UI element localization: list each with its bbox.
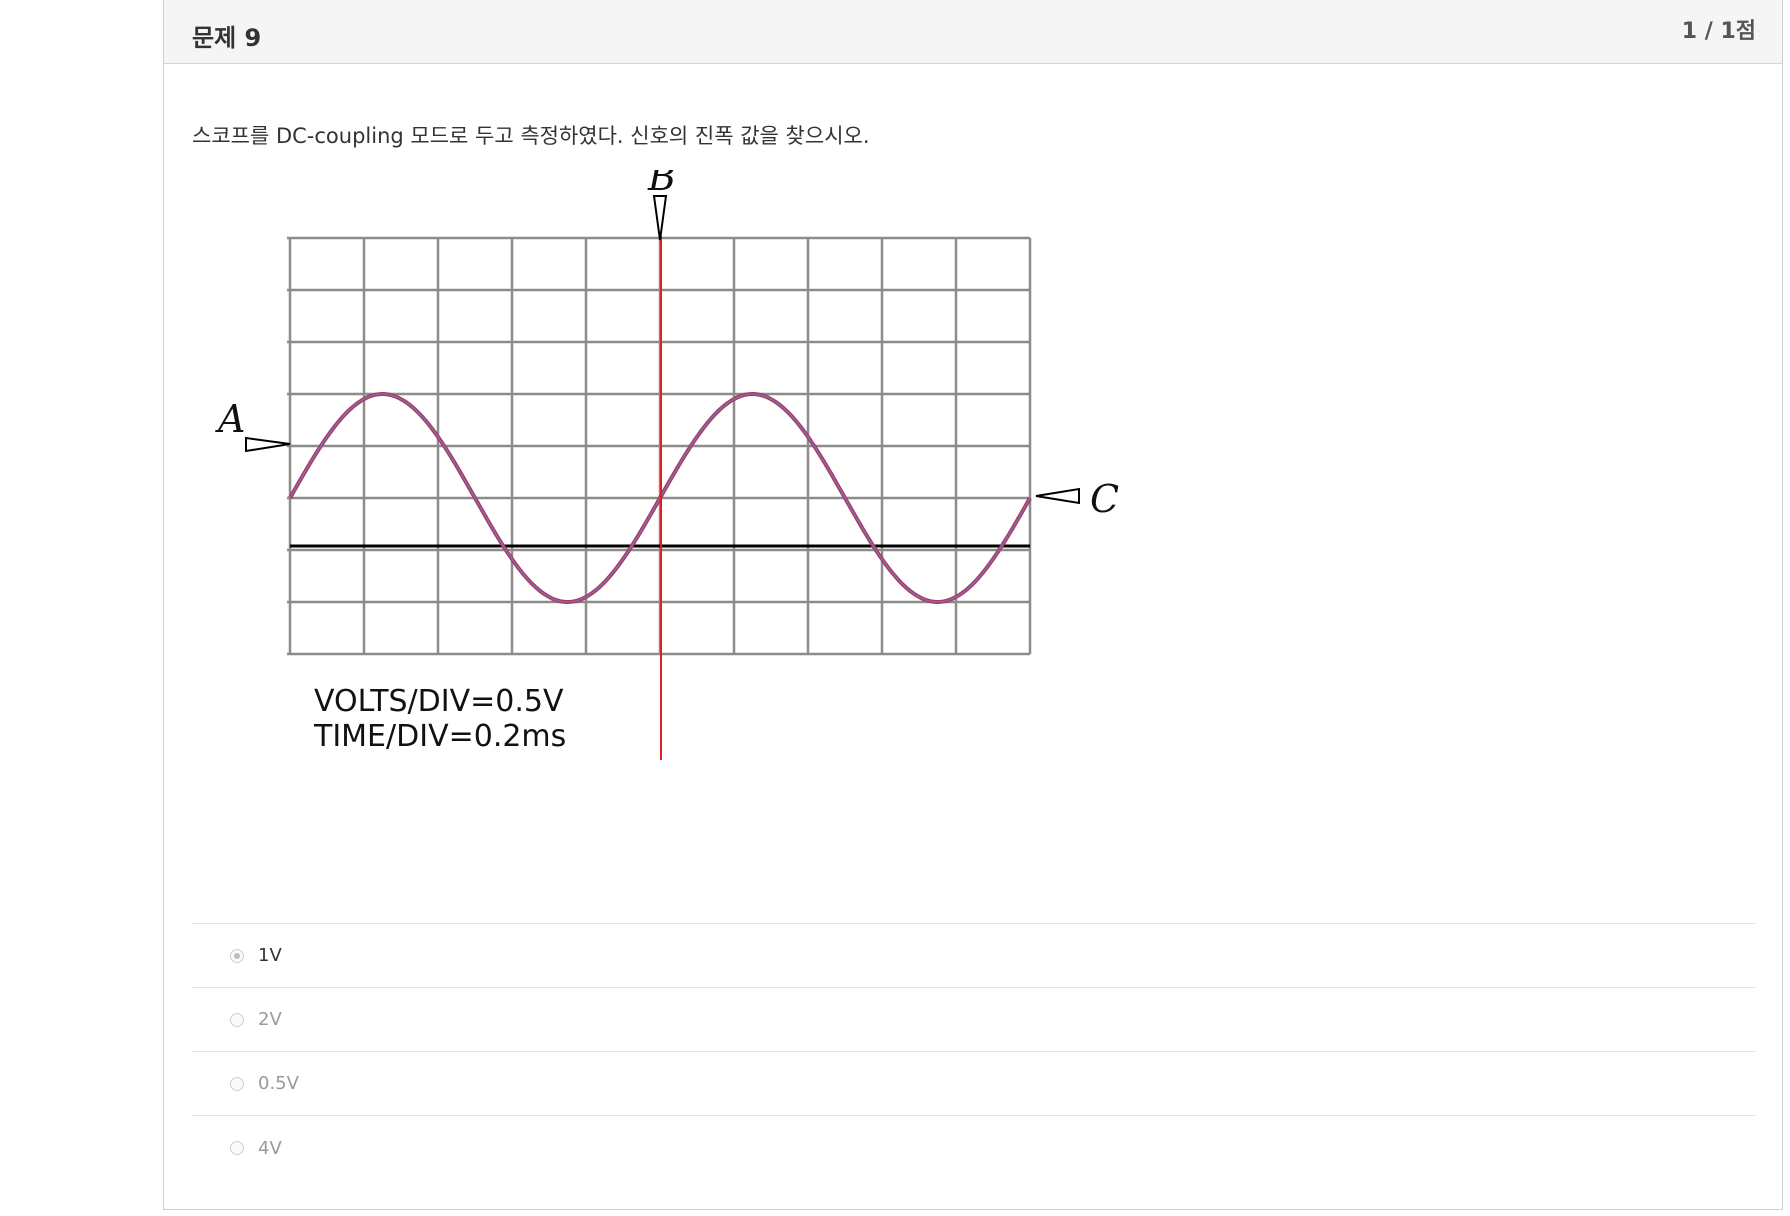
answer-option-label: 1V (258, 945, 282, 966)
answer-option-label: 4V (258, 1137, 282, 1159)
scope-grid (287, 236, 1032, 656)
answer-option[interactable]: 4V (192, 1116, 1756, 1180)
marker-b-label: B (647, 170, 676, 199)
time-div-label: TIME/DIV=0.2ms (313, 719, 566, 754)
oscilloscope-figure: B A C VOLTS/DIV=0.5V TIME/DIV=0.2ms (194, 170, 1254, 870)
question-card: 문제 9 1 / 1점 스코프를 DC-coupling 모드로 두고 측정하였… (163, 0, 1783, 1210)
question-text: 스코프를 DC-coupling 모드로 두고 측정하였다. 신호의 진폭 값을… (192, 124, 870, 148)
answer-option[interactable]: 0.5V (192, 1052, 1756, 1116)
answer-option[interactable]: 1V (192, 924, 1756, 988)
radio-button[interactable] (230, 1141, 244, 1155)
answer-option-label: 2V (258, 1009, 282, 1030)
question-score: 1 / 1점 (1681, 18, 1756, 44)
question-header: 문제 9 1 / 1점 (164, 0, 1782, 64)
answer-option[interactable]: 2V (192, 988, 1756, 1052)
radio-button[interactable] (230, 948, 244, 963)
oscilloscope-svg: B A C VOLTS/DIV=0.5V TIME/DIV=0.2ms (215, 170, 1119, 760)
marker-b-arrow (652, 195, 668, 241)
volts-div-label: VOLTS/DIV=0.5V (314, 684, 564, 719)
marker-c-label: C (1090, 477, 1119, 521)
answer-option-label: 0.5V (258, 1073, 299, 1094)
marker-a-label: A (215, 397, 245, 441)
marker-a-arrow (245, 436, 291, 453)
radio-button[interactable] (230, 1076, 244, 1091)
question-title: 문제 9 (192, 24, 262, 52)
marker-c-arrow (1035, 487, 1080, 505)
radio-button[interactable] (230, 1012, 244, 1027)
answer-options: 1V 2V 0.5V 4V (192, 923, 1756, 1180)
